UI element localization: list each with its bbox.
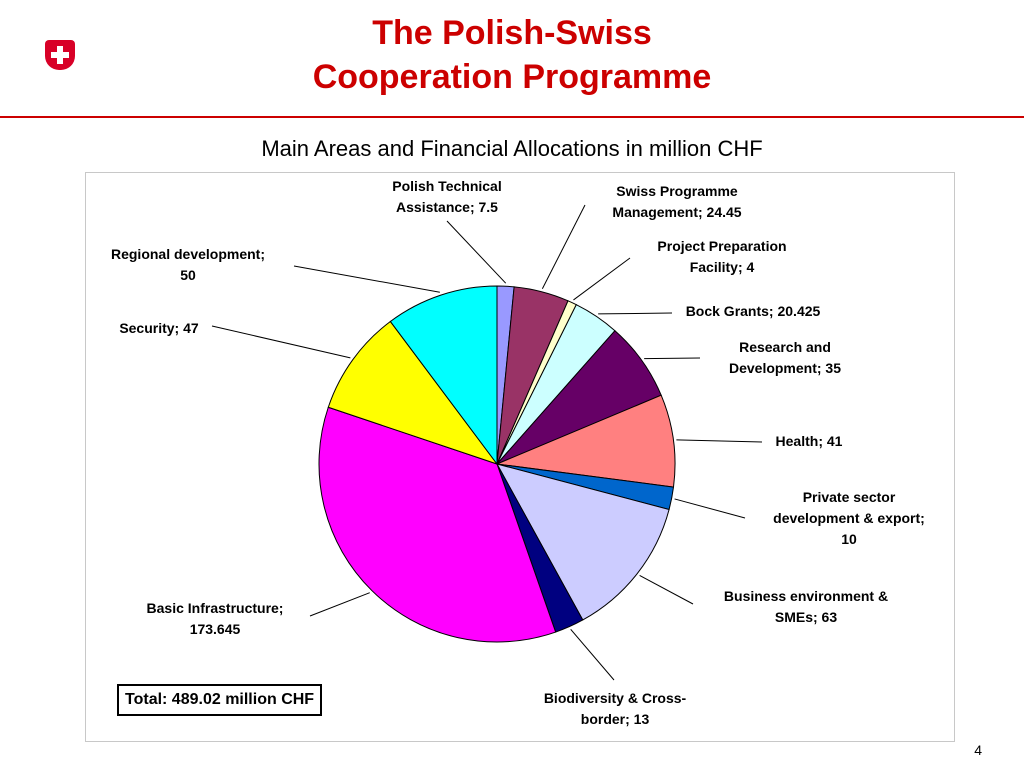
leader-line-private-sector	[674, 498, 746, 519]
leader-line-bock-grants	[598, 312, 673, 315]
label-line: border; 13	[580, 711, 650, 727]
label-basic-infrastructure: Basic Infrastructure; 173.645	[120, 598, 310, 640]
label-line: Development; 35	[728, 360, 842, 376]
leader-line-regional-development	[293, 265, 440, 293]
leader-line-basic-infrastructure	[309, 592, 370, 617]
label-line: Business environment &	[723, 588, 889, 604]
leader-line-health	[676, 439, 763, 443]
label-line: Polish Technical	[392, 178, 502, 194]
chart-subtitle: Main Areas and Financial Allocations in …	[261, 136, 763, 161]
leader-line-business-environment	[639, 574, 694, 605]
label-swiss-programme-management: Swiss Programme Management; 24.45	[587, 181, 767, 223]
logo-cross-horizontal	[51, 52, 69, 58]
label-line: 10	[841, 531, 857, 547]
label-research-development: Research and Development; 35	[700, 337, 870, 379]
label-security: Security; 47	[104, 318, 214, 339]
label-business-environment: Business environment & SMEs; 63	[696, 586, 916, 628]
label-line: Assistance; 7.5	[396, 199, 498, 215]
label-line: Swiss Programme	[616, 183, 738, 199]
label-line: Biodiversity & Cross-	[543, 690, 687, 706]
label-bock-grants: Bock Grants; 20.425	[668, 301, 838, 322]
label-line: development & export;	[773, 510, 925, 526]
label-regional-development: Regional development; 50	[88, 244, 288, 286]
label-polish-technical-assistance: Polish Technical Assistance; 7.5	[372, 176, 522, 218]
label-line: SMEs; 63	[774, 609, 838, 625]
leader-line-swiss-programme-management	[541, 204, 586, 290]
leader-line-research-development	[644, 357, 701, 360]
page-number: 4	[974, 742, 982, 758]
label-private-sector: Private sector development & export; 10	[749, 487, 949, 550]
pie-slice-security	[327, 320, 499, 465]
leader-line-polish-technical-assistance	[446, 220, 507, 284]
label-line: Research and	[739, 339, 831, 355]
label-line: Facility; 4	[689, 259, 755, 275]
label-health: Health; 41	[764, 431, 854, 452]
pie-slice-regional-development	[389, 285, 498, 466]
total-allocation-box: Total: 489.02 million CHF	[117, 684, 323, 716]
label-line: 50	[180, 267, 196, 283]
chart-frame	[85, 172, 955, 742]
label-line: Bock Grants; 20.425	[685, 303, 821, 319]
leader-line-security	[211, 325, 351, 359]
label-biodiversity: Biodiversity & Cross- border; 13	[510, 688, 720, 730]
pie-slice-basic-infrastructure	[318, 406, 557, 643]
label-line: Management; 24.45	[612, 204, 742, 220]
title-divider	[0, 116, 1024, 118]
label-line: Basic Infrastructure;	[146, 600, 284, 616]
label-line: Private sector	[802, 489, 896, 505]
slide-title-line2: Cooperation Programme	[312, 58, 712, 96]
label-line: Security; 47	[119, 320, 199, 336]
slide-title-line1: The Polish-Swiss	[372, 14, 652, 52]
leader-line-project-preparation-facility	[573, 257, 631, 301]
leader-line-biodiversity	[570, 628, 615, 681]
swiss-cross-icon	[45, 40, 75, 70]
label-project-preparation-facility: Project Preparation Facility; 4	[632, 236, 812, 278]
pie-slice-health	[495, 394, 676, 488]
label-line: Regional development;	[110, 246, 266, 262]
pie-slice-business-environment	[495, 463, 670, 621]
label-line: 173.645	[189, 621, 241, 637]
label-line: Project Preparation	[657, 238, 787, 254]
label-line: Health; 41	[775, 433, 843, 449]
